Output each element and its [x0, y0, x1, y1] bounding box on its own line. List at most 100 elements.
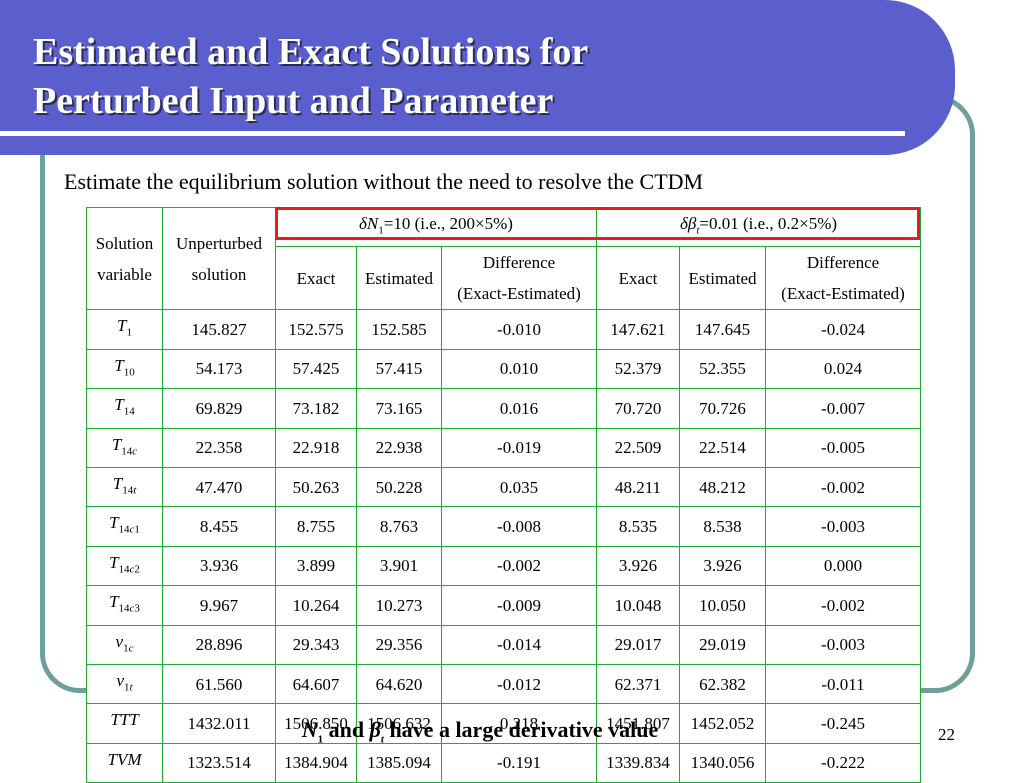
cell-exact-2: 29.017	[596, 624, 680, 665]
cell-variable: v1t	[86, 663, 163, 705]
cell-unperturbed: 61.560	[162, 663, 276, 705]
slide-title: Estimated and Exact Solutions for Pertur…	[33, 28, 588, 126]
cell-exact-1: 29.343	[275, 624, 357, 665]
cell-estimated-2: 147.645	[679, 309, 766, 350]
cell-difference-1: -0.191	[441, 742, 597, 783]
cell-estimated-2: 10.050	[679, 585, 766, 626]
cell-variable: TVM	[86, 742, 163, 783]
cell-estimated-2: 62.382	[679, 663, 766, 705]
cell-difference-1: -0.002	[441, 545, 597, 587]
cell-difference-1: -0.012	[441, 663, 597, 705]
cell-exact-1: 3.899	[275, 545, 357, 587]
cell-estimated-1: 8.763	[356, 506, 442, 547]
cell-estimated-1: 50.228	[356, 466, 442, 508]
cell-difference-2: -0.003	[765, 624, 921, 665]
cell-exact-1: 57.425	[275, 348, 357, 390]
cell-unperturbed: 3.936	[162, 545, 276, 587]
cell-exact-1: 10.264	[275, 585, 357, 626]
cell-exact-2: 70.720	[596, 388, 680, 429]
cell-estimated-1: 3.901	[356, 545, 442, 587]
cell-variable: T14c2	[86, 545, 163, 587]
cell-variable: T14	[86, 388, 163, 429]
cell-unperturbed: 22.358	[162, 427, 276, 468]
cell-difference-2: -0.002	[765, 585, 921, 626]
cell-estimated-2: 22.514	[679, 427, 766, 468]
cell-estimated-2: 29.019	[679, 624, 766, 665]
cell-exact-2: 48.211	[596, 466, 680, 508]
cell-unperturbed: 8.455	[162, 506, 276, 547]
cell-estimated-2: 70.726	[679, 388, 766, 429]
header-exact-1: Exact	[275, 246, 357, 311]
cell-unperturbed: 28.896	[162, 624, 276, 665]
cell-estimated-1: 73.165	[356, 388, 442, 429]
table-row: TVM 1323.514 1384.904 1385.094 -0.191 1339.83…	[86, 742, 921, 783]
header-solution-variable: Solution variable	[86, 206, 163, 311]
cell-unperturbed: 1323.514	[162, 742, 276, 783]
table-row: v1c 28.896 29.343 29.356 -0.014 29.017 29.019-…	[86, 624, 921, 665]
cell-difference-1: 0.016	[441, 388, 597, 429]
cell-variable: T14t	[86, 466, 163, 508]
cell-exact-2: 52.379	[596, 348, 680, 390]
cell-variable: TTT	[86, 703, 163, 744]
cell-difference-1: -0.009	[441, 585, 597, 626]
cell-difference-1: -0.014	[441, 624, 597, 665]
cell-unperturbed: 47.470	[162, 466, 276, 508]
cell-exact-2: 3.926	[596, 545, 680, 587]
header-group-dn1: δN1=10 (i.e., 200×5%)	[275, 206, 597, 248]
table-row: v1t 61.560 64.607 64.620 -0.012 62.371 62.382-…	[86, 663, 921, 705]
cell-estimated-1: 64.620	[356, 663, 442, 705]
cell-difference-2: -0.002	[765, 466, 921, 508]
header-row-1: Solution variable Unperturbed solution δ…	[86, 206, 921, 311]
cell-exact-1: 73.182	[275, 388, 357, 429]
cell-estimated-2: 3.926	[679, 545, 766, 587]
cell-estimated-2: 52.355	[679, 348, 766, 390]
header-unperturbed-solution: Unperturbed solution	[162, 206, 276, 311]
table-row: T14c 22.358 22.918 22.938 -0.019 22.509 22.514…	[86, 427, 921, 468]
cell-difference-2: 0.024	[765, 348, 921, 390]
cell-exact-2: 1339.834	[596, 742, 680, 783]
cell-exact-1: 64.607	[275, 663, 357, 705]
cell-difference-1: 0.218	[441, 703, 597, 744]
cell-unperturbed: 9.967	[162, 585, 276, 626]
cell-variable: T1	[86, 309, 163, 350]
table-row: T14c1 8.455 8.755 8.763 -0.008 8.535 8.538 -0.0…	[86, 506, 921, 547]
cell-variable: T10	[86, 348, 163, 390]
header-difference-2: Difference (Exact-Estimated)	[765, 246, 921, 311]
cell-estimated-1: 1385.094	[356, 742, 442, 783]
cell-estimated-2: 8.538	[679, 506, 766, 547]
table-row: T14t 47.470 50.263 50.228 0.035 48.211 48.212-…	[86, 466, 921, 508]
table-row: T1 145.827 152.575 152.585 -0.010 147.621 147.…	[86, 309, 921, 350]
cell-difference-1: 0.010	[441, 348, 597, 390]
cell-exact-1: 152.575	[275, 309, 357, 350]
header-estimated-2: Estimated	[679, 246, 766, 311]
cell-estimated-1: 22.938	[356, 427, 442, 468]
title-line-1: Estimated and Exact Solutions for	[33, 31, 589, 73]
cell-exact-2: 22.509	[596, 427, 680, 468]
cell-difference-2: -0.005	[765, 427, 921, 468]
table-row: T14c2 3.936 3.899 3.901 -0.002 3.926 3.926 0.00…	[86, 545, 921, 587]
title-underline	[0, 131, 905, 136]
cell-difference-1: -0.008	[441, 506, 597, 547]
cell-difference-2: -0.011	[765, 663, 921, 705]
header-group-dbt: δβt=0.01 (i.e., 0.2×5%)	[596, 206, 921, 248]
table-row: T14 69.829 73.182 73.165 0.016 70.720 70.726 -0…	[86, 388, 921, 429]
results-table: Solution variable Unperturbed solution δ…	[86, 206, 921, 783]
cell-estimated-1: 152.585	[356, 309, 442, 350]
cell-unperturbed: 54.173	[162, 348, 276, 390]
cell-estimated-2: 48.212	[679, 466, 766, 508]
cell-variable: T14c	[86, 427, 163, 468]
cell-exact-2: 10.048	[596, 585, 680, 626]
header-difference-1: Difference (Exact-Estimated)	[441, 246, 597, 311]
cell-difference-2: -0.007	[765, 388, 921, 429]
cell-difference-1: -0.010	[441, 309, 597, 350]
cell-exact-2: 62.371	[596, 663, 680, 705]
cell-estimated-1: 1506.632	[356, 703, 442, 744]
cell-difference-2: 0.000	[765, 545, 921, 587]
cell-exact-1: 1506.850	[275, 703, 357, 744]
title-line-2: Perturbed Input and Parameter	[33, 80, 554, 122]
cell-difference-1: 0.035	[441, 466, 597, 508]
table-row: T10 54.173 57.425 57.415 0.010 52.379 52.355 0.…	[86, 348, 921, 390]
cell-exact-1: 50.263	[275, 466, 357, 508]
title-band: Estimated and Exact Solutions for Pertur…	[0, 0, 955, 155]
header-estimated-1: Estimated	[356, 246, 442, 311]
